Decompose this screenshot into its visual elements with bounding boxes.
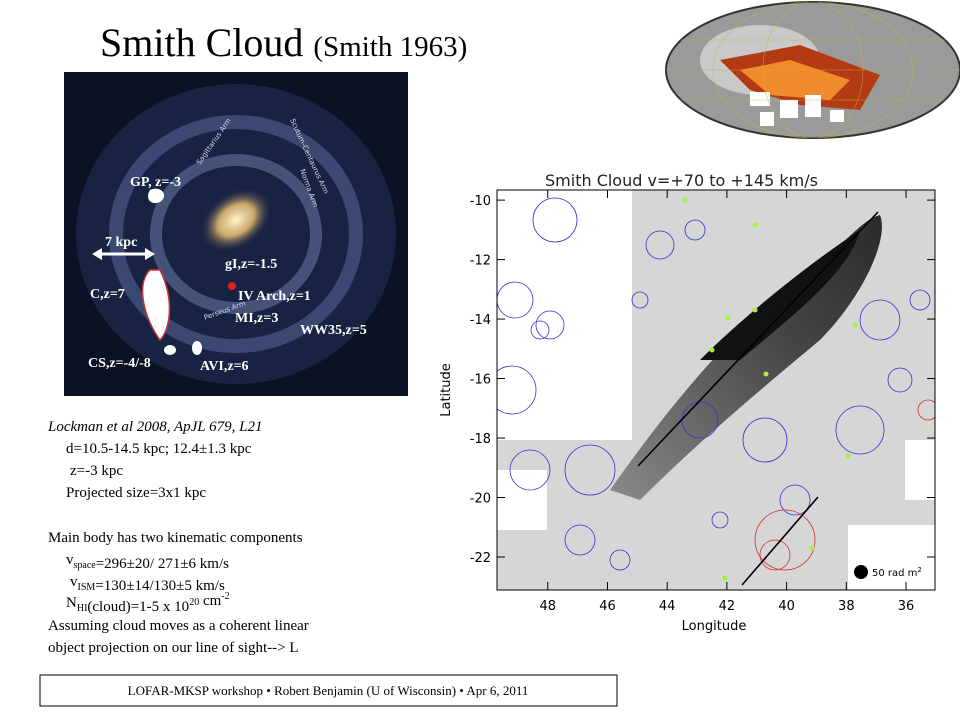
x-tick-label: 46 xyxy=(599,599,616,614)
note-line: d=10.5-14.5 kpc; 12.4±1.3 kpc xyxy=(66,441,252,457)
note-line: vspace=296±20/ 271±6 km/s xyxy=(66,552,229,572)
title: Smith Cloud (Smith 1963) xyxy=(100,20,467,65)
footer-box xyxy=(39,674,618,707)
note-text: =296±20/ 271±6 km/s xyxy=(96,556,229,572)
note-text: =130±14/130±5 km/s xyxy=(95,578,225,594)
y-axis-label: Latitude xyxy=(439,363,454,417)
note-text: N xyxy=(66,595,77,611)
plot-title: Smith Cloud v=+70 to +145 km/s xyxy=(545,171,818,190)
sky-map xyxy=(665,1,960,139)
galaxy-label: MI,z=3 xyxy=(235,311,278,326)
y-tick-label: -16 xyxy=(470,373,491,388)
y-tick-label: -20 xyxy=(470,492,491,507)
note-sub: HI xyxy=(77,603,88,614)
galaxy-label: 7 kpc xyxy=(105,235,137,250)
note-line: Main body has two kinematic components xyxy=(48,530,303,546)
y-tick-label: -18 xyxy=(470,432,491,447)
note-line: object projection on our line of sight--… xyxy=(48,640,298,656)
note-text: d=10.5-14.5 kpc; 12.4±1.3 kpc xyxy=(66,441,252,457)
galaxy-image xyxy=(64,72,408,396)
note-text: Assuming cloud moves as a coherent linea… xyxy=(48,618,309,634)
galaxy-label: GP, z=-3 xyxy=(130,175,181,190)
galaxy-label: C,z=7 xyxy=(90,287,125,302)
note-sub: ISM xyxy=(78,582,96,593)
galaxy-label: AVI,z=6 xyxy=(200,359,249,374)
note-text: Main body has two kinematic components xyxy=(48,530,303,546)
note-text: object projection on our line of sight--… xyxy=(48,640,298,656)
note-text: v xyxy=(66,552,74,568)
galaxy-label: CS,z=-4/-8 xyxy=(88,356,151,371)
y-tick-label: -12 xyxy=(470,254,491,269)
note-text: Lockman et al 2008, ApJL 679, L21 xyxy=(47,419,262,435)
note-sub: space xyxy=(74,560,97,571)
note-line: Lockman et al 2008, ApJL 679, L21 xyxy=(47,419,262,435)
note-sup: -2 xyxy=(221,591,229,602)
y-tick-label: -14 xyxy=(470,313,491,328)
galaxy-label: gI,z=-1.5 xyxy=(225,257,277,272)
plot-image xyxy=(496,189,936,591)
x-tick-label: 38 xyxy=(838,599,855,614)
y-tick-label: -10 xyxy=(470,194,491,209)
x-tick-label: 48 xyxy=(539,599,556,614)
x-tick-label: 42 xyxy=(719,599,736,614)
title-main: Smith Cloud xyxy=(100,20,303,65)
note-line: vISM=130±14/130±5 km/s xyxy=(70,574,225,594)
footer: LOFAR-MKSP workshop • Robert Benjamin (U… xyxy=(128,683,529,698)
x-tick-label: 40 xyxy=(778,599,795,614)
note-sup: 20 xyxy=(189,597,199,608)
note-text: (cloud)=1-5 x 10 xyxy=(87,599,189,615)
x-tick-label: 44 xyxy=(659,599,676,614)
note-line: Assuming cloud moves as a coherent linea… xyxy=(48,618,309,634)
note-text: cm xyxy=(199,593,221,609)
y-tick-label: -22 xyxy=(470,551,491,566)
galaxy-label: WW35,z=5 xyxy=(300,323,367,338)
note-line: NHI(cloud)=1-5 x 1020 cm-2 xyxy=(66,591,230,615)
x-axis-label: Longitude xyxy=(682,619,747,634)
galaxy-label: IV Arch,z=1 xyxy=(238,289,311,304)
note-line: Projected size=3x1 kpc xyxy=(66,485,206,501)
x-tick-label: 36 xyxy=(898,599,915,614)
legend-sup: 2 xyxy=(917,566,921,574)
title-citation: (Smith 1963) xyxy=(313,31,467,63)
note-text: Projected size=3x1 kpc xyxy=(66,485,206,501)
note-text: z=-3 kpc xyxy=(70,463,123,479)
note-text: v xyxy=(70,574,78,590)
legend-label: 50 rad m2 xyxy=(872,566,922,579)
note-line: z=-3 kpc xyxy=(70,463,123,479)
legend-text: 50 rad m xyxy=(872,568,917,579)
